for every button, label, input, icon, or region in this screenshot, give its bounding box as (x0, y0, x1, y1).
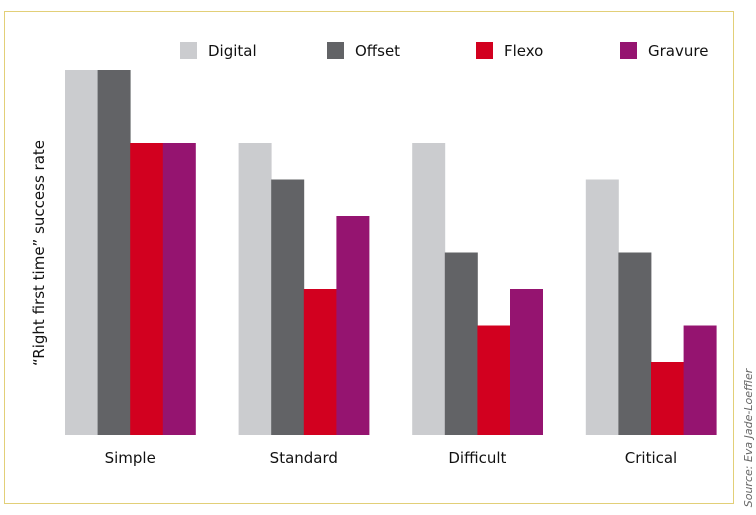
bar-digital-standard (238, 143, 272, 435)
bar-flexo-simple (130, 143, 164, 435)
legend: Digital Offset Flexo Gravure (180, 42, 708, 60)
legend-label-flexo: Flexo (504, 42, 543, 60)
bar-gravure-critical (683, 325, 717, 435)
legend-swatch-offset (327, 42, 344, 59)
legend-label-digital: Digital (208, 42, 257, 60)
bar-flexo-standard (303, 289, 337, 435)
legend-label-gravure: Gravure (648, 42, 708, 60)
legend-swatch-flexo (476, 42, 493, 59)
bar-flexo-critical (651, 362, 684, 435)
bar-digital-simple (65, 70, 98, 435)
bar-offset-critical (618, 252, 652, 435)
chart-frame (4, 11, 734, 504)
x-tick-label: Critical (625, 449, 677, 467)
legend-label-offset: Offset (355, 42, 400, 60)
x-tick-label: Simple (105, 449, 156, 467)
y-axis-label: “Right first time” success rate (30, 140, 48, 366)
bar-gravure-standard (336, 216, 370, 435)
x-tick-label: Standard (270, 449, 338, 467)
bar-gravure-simple (162, 143, 196, 435)
bar-digital-critical (585, 179, 619, 435)
source-note: Source: Eva Jade-Loeffler (742, 367, 755, 507)
x-tick-labels: Simple Standard Difficult Critical (105, 449, 678, 467)
bar-digital-difficult (412, 143, 446, 435)
bar-offset-standard (271, 179, 305, 435)
bar-offset-difficult (444, 252, 478, 435)
bars (65, 70, 717, 435)
legend-swatch-digital (180, 42, 197, 59)
bar-offset-simple (97, 70, 131, 435)
bar-flexo-difficult (477, 325, 511, 435)
bar-gravure-difficult (510, 289, 543, 435)
x-tick-label: Difficult (448, 449, 506, 467)
legend-swatch-gravure (620, 42, 637, 59)
